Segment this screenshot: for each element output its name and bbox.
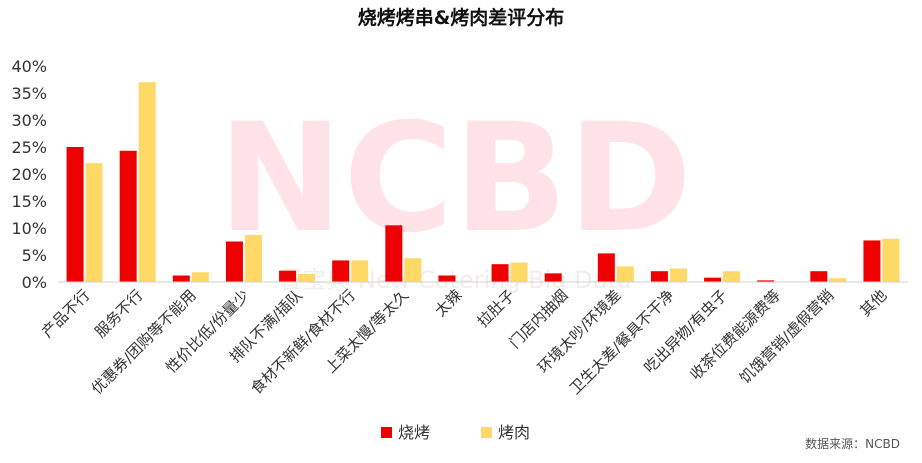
bar-series-2 bbox=[723, 271, 741, 282]
bar-series-2 bbox=[829, 278, 847, 282]
bar-series-1 bbox=[119, 150, 137, 282]
y-tick-label: 35% bbox=[11, 84, 47, 103]
bars bbox=[66, 82, 900, 282]
y-tick-label: 10% bbox=[11, 219, 47, 238]
x-tick-label: 产品不行 bbox=[38, 286, 93, 341]
legend-swatch bbox=[481, 427, 492, 438]
x-tick-label: 饥饿营销/虚假营销 bbox=[736, 286, 837, 387]
bar-series-2 bbox=[404, 258, 422, 282]
x-axis: 产品不行服务不行优惠券/团购等不能用性价比低/份量少排队不满/插队食材不新鲜/食… bbox=[38, 286, 890, 398]
x-tick-label: 收茶位费能源费等 bbox=[686, 286, 784, 384]
y-tick-label: 5% bbox=[22, 246, 47, 265]
bar-series-2 bbox=[138, 82, 156, 282]
bar-series-2 bbox=[882, 238, 900, 282]
bar-series-1 bbox=[544, 273, 562, 282]
bar-series-1 bbox=[650, 271, 668, 282]
bar-series-2 bbox=[351, 260, 369, 282]
bar-series-2 bbox=[298, 273, 316, 282]
y-tick-label: 20% bbox=[11, 165, 47, 184]
y-axis: 0% 5% 10% 15% 20% 25% 30% 35% 40% bbox=[11, 57, 47, 292]
source-note: 数据来源：NCBD bbox=[805, 436, 900, 451]
y-tick-label: 25% bbox=[11, 138, 47, 157]
watermark: NCBD 餐宝典 New Catering Big Data bbox=[218, 92, 692, 294]
bar-series-2 bbox=[85, 163, 103, 282]
y-tick-label: 30% bbox=[11, 111, 47, 130]
bar-series-1 bbox=[704, 277, 722, 282]
y-tick-label: 0% bbox=[22, 273, 47, 292]
legend-label: 烧烤 bbox=[398, 423, 430, 442]
x-tick-label: 其他 bbox=[856, 286, 890, 320]
bar-series-1 bbox=[66, 147, 84, 282]
bar-series-1 bbox=[225, 241, 243, 282]
bar-series-1 bbox=[332, 260, 350, 282]
watermark-logo: NCBD bbox=[218, 92, 692, 266]
bar-series-1 bbox=[597, 253, 615, 282]
bar-series-1 bbox=[757, 280, 775, 282]
bar-series-1 bbox=[438, 275, 456, 282]
legend-swatch bbox=[381, 427, 392, 438]
bar-series-1 bbox=[172, 275, 190, 282]
bar-series-1 bbox=[491, 264, 509, 282]
bar-series-1 bbox=[810, 271, 828, 282]
legend-label: 烤肉 bbox=[498, 423, 530, 442]
bar-series-2 bbox=[191, 272, 209, 282]
bar-series-1 bbox=[863, 240, 881, 282]
bar-series-1 bbox=[279, 270, 297, 282]
y-tick-label: 40% bbox=[11, 57, 47, 76]
bar-series-2 bbox=[510, 262, 528, 282]
chart-title: 烧烤烤串&烤肉差评分布 bbox=[358, 6, 565, 29]
bar-series-2 bbox=[244, 235, 262, 282]
bar-series-1 bbox=[385, 225, 403, 282]
bar-series-2 bbox=[669, 268, 687, 282]
x-tick-label: 服务不行 bbox=[91, 286, 146, 341]
bar-series-2 bbox=[616, 266, 634, 282]
legend: 烧烤 烤肉 bbox=[381, 423, 530, 442]
y-tick-label: 15% bbox=[11, 192, 47, 211]
